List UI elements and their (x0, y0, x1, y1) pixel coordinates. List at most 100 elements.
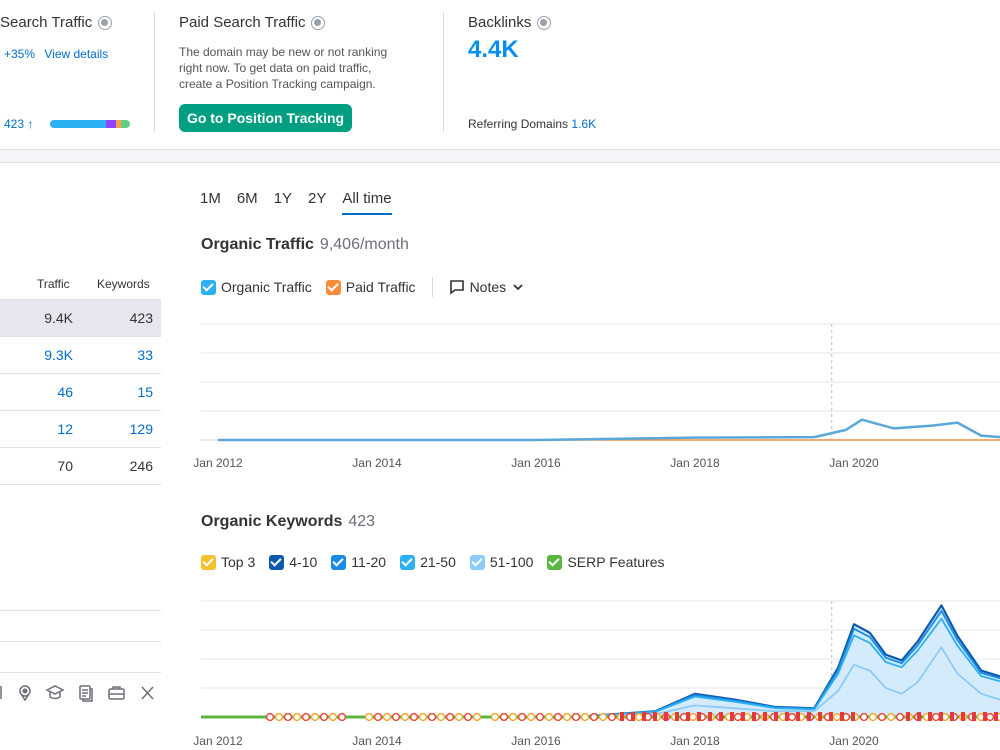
serp-feature-marker (877, 712, 887, 722)
location-icon[interactable] (19, 685, 31, 702)
organic-traffic-chart[interactable]: Jan 2012 Jan 2014 Jan 2016 Jan 2018 Jan 2020… (0, 310, 1000, 480)
organic-keywords-count[interactable]: 423 ↑ (4, 117, 34, 131)
tab-6m[interactable]: 6M (236, 190, 258, 207)
referring-domains-label: Referring Domains (468, 117, 569, 131)
divider (0, 641, 161, 642)
table-row[interactable]: 70 246 (0, 447, 161, 484)
col-traffic-header[interactable]: Traffic (37, 277, 70, 291)
section-title-label: Organic Traffic (201, 236, 314, 253)
serp-feature-marker (274, 712, 284, 722)
divider (154, 12, 155, 132)
table-row[interactable]: 9.4K 423 (0, 299, 161, 336)
paid-desc-line: create a Position Tracking campaign. (179, 77, 376, 91)
info-icon[interactable] (311, 15, 326, 30)
tab-2y[interactable]: 2Y (308, 190, 327, 207)
backlinks-value[interactable]: 4.4K (468, 36, 519, 63)
referring-domains-value[interactable]: 1.6K (571, 117, 597, 131)
traffic-cell[interactable]: 46 (57, 384, 73, 400)
traffic-cell[interactable]: 12 (57, 421, 73, 437)
serp-feature-marker (283, 712, 293, 722)
serp-flag-marker (994, 712, 998, 721)
table-row[interactable]: 12 129 (0, 410, 161, 447)
serp-feature-marker (868, 712, 878, 722)
bar-segment-top (50, 120, 102, 128)
legend-top-3[interactable]: Top 3 (201, 554, 255, 570)
legend-51-100[interactable]: 51-100 (469, 554, 534, 570)
serp-flag-marker (642, 712, 646, 721)
serp-flag-marker (851, 712, 855, 721)
paid-search-traffic-title: Paid Search Traffic (179, 14, 326, 31)
organic-traffic-line (218, 418, 1000, 442)
table-bottom-border (0, 484, 161, 485)
info-icon[interactable] (98, 15, 113, 30)
section-title-label: Organic Keywords (201, 513, 343, 530)
view-details-link[interactable]: View details (44, 47, 109, 61)
serp-feature-marker (319, 712, 329, 722)
notes-dropdown[interactable]: Notes (449, 279, 525, 295)
serp-feature-marker (571, 712, 581, 722)
serp-feature-marker (292, 712, 302, 722)
organic-keywords-chart[interactable]: Jan 2012 Jan 2014 Jan 2016 Jan 2018 Jan 2020 (0, 590, 1000, 750)
keywords-cell[interactable]: 15 (137, 384, 153, 400)
checkbox-icon[interactable] (201, 279, 216, 295)
legend-11-20[interactable]: 11-20 (331, 554, 386, 570)
keywords-cell[interactable]: 33 (137, 347, 153, 363)
tab-1y[interactable]: 1Y (273, 190, 293, 207)
go-to-position-tracking-button[interactable]: Go to Position Tracking (179, 104, 352, 132)
tab-1m[interactable]: 1M (200, 190, 221, 207)
checkbox-icon[interactable] (400, 554, 416, 570)
serp-feature-marker (517, 712, 527, 722)
serp-flag-marker (785, 712, 789, 721)
checkbox-icon[interactable] (325, 279, 341, 295)
time-range-tabs: 1M 6M 1Y 2Y All time (200, 190, 408, 215)
chevron-down-icon (513, 284, 523, 291)
section-divider-band (0, 150, 1000, 163)
divider (443, 12, 444, 132)
organic-search-traffic-title: Search Traffic (0, 14, 113, 31)
serp-feature-marker (382, 712, 392, 722)
col-keywords-header[interactable]: Keywords (97, 277, 150, 291)
serp-feature-marker (301, 712, 311, 722)
keywords-distribution-bar (50, 120, 130, 128)
briefcase-icon[interactable] (108, 686, 125, 700)
legend-organic-traffic[interactable]: Organic Traffic (201, 279, 312, 295)
table-row[interactable]: 46 15 (0, 373, 161, 410)
document-icon[interactable] (79, 685, 93, 702)
serp-flag-marker (928, 712, 932, 721)
x-tick-label: Jan 2014 (352, 456, 402, 470)
checkbox-icon[interactable] (547, 554, 563, 570)
graduation-cap-icon[interactable] (45, 685, 65, 700)
serp-feature-marker (490, 712, 500, 722)
checkbox-icon[interactable] (269, 554, 285, 570)
serp-flag-marker (708, 712, 712, 721)
traffic-cell: 70 (57, 458, 73, 474)
backlinks-title: Backlinks (468, 14, 552, 31)
serp-feature-marker (688, 712, 698, 722)
serp-flag-marker (950, 712, 954, 721)
tab-all-time[interactable]: All time (342, 190, 392, 215)
traffic-cell[interactable]: 9.3K (44, 347, 73, 363)
info-icon[interactable] (537, 15, 552, 30)
paid-title-label: Paid Search Traffic (179, 14, 306, 31)
legend-paid-traffic[interactable]: Paid Traffic (325, 279, 416, 295)
x-twitter-icon[interactable] (141, 686, 154, 700)
serp-feature-marker (562, 712, 572, 722)
x-tick-label: Jan 2016 (511, 734, 561, 748)
serp-feature-marker (598, 712, 608, 722)
legend-label: 51-100 (489, 554, 534, 570)
feature-icons-row (0, 684, 161, 704)
legend-21-50[interactable]: 21-50 (400, 554, 456, 570)
checkbox-icon[interactable] (201, 554, 216, 570)
series-51-100-line (218, 646, 1000, 718)
serp-feature-marker (373, 712, 383, 722)
serp-flag-marker (906, 712, 910, 721)
checkbox-icon[interactable] (469, 554, 485, 570)
x-tick-label: Jan 2018 (670, 734, 720, 748)
traffic-cell: 9.4K (44, 310, 73, 326)
serp-flag-marker (818, 712, 822, 721)
keywords-cell[interactable]: 129 (129, 421, 153, 437)
checkbox-icon[interactable] (331, 554, 347, 570)
legend-4-10[interactable]: 4-10 (269, 554, 317, 570)
legend-serp-features[interactable]: SERP Features (547, 554, 664, 570)
table-row[interactable]: 9.3K 33 (0, 336, 161, 373)
